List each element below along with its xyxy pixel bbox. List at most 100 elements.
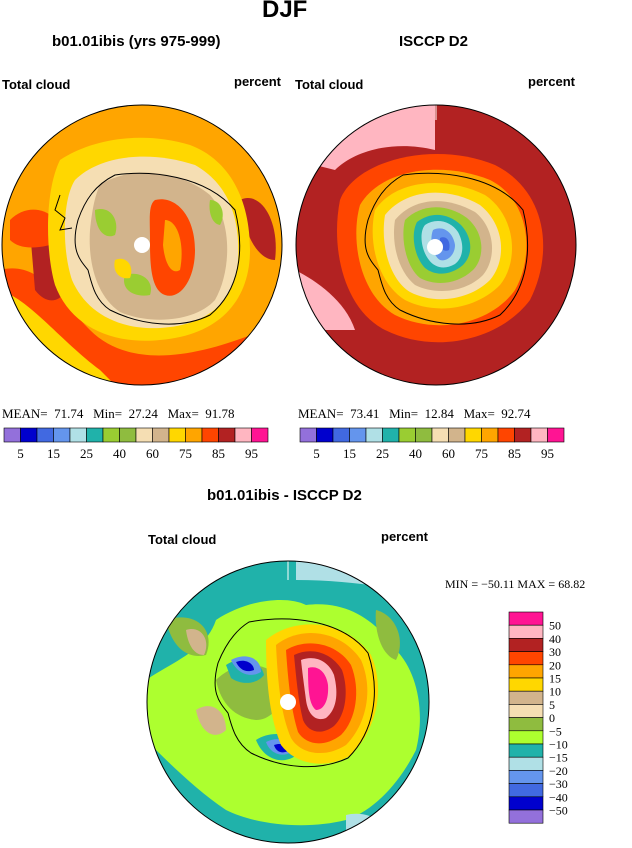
right-colorbar-swatch: [299, 427, 317, 443]
left-colorbar-tick-label: 5: [17, 446, 24, 461]
diff-colorbar-tick-label: −40: [549, 790, 568, 804]
right-max-label: Max=: [463, 406, 495, 421]
diff-colorbar-tick-label: −50: [549, 804, 568, 818]
left-colorbar-tick-label: 85: [212, 446, 225, 461]
diff-colorbar-swatch: [508, 651, 544, 666]
left-colorbar-tick-label: 95: [245, 446, 258, 461]
diff-colorbar-tick-label: 5: [549, 698, 555, 712]
left-colorbar-tick-label: 40: [113, 446, 126, 461]
diff-colorbar-tick-label: 40: [549, 632, 561, 646]
right-colorbar-swatch: [547, 427, 565, 443]
diff-colorbar-swatch: [508, 796, 544, 811]
left-colorbar-swatch: [119, 427, 137, 443]
diff-map-title: b01.01ibis - ISCCP D2: [207, 487, 362, 504]
left-max-label: Max=: [167, 406, 199, 421]
left-map-title: b01.01ibis (yrs 975-999): [52, 33, 221, 50]
left-min-label: Min=: [93, 406, 123, 421]
left-colorbar-swatch: [251, 427, 269, 443]
right-map-title: ISCCP D2: [399, 33, 468, 50]
left-colorbar-tick-label: 60: [146, 446, 159, 461]
diff-colorbar-swatch: [508, 611, 544, 626]
left-colorbar-swatch: [135, 427, 153, 443]
right-colorbar-swatch: [481, 427, 499, 443]
left-mean-label: MEAN=: [2, 406, 48, 421]
diff-colorbar-tick-label: −30: [549, 777, 568, 791]
right-colorbar: 5 15 25 40 60 75 85 95: [299, 427, 565, 461]
right-colorbar-swatch: [464, 427, 482, 443]
diff-colorbar-tick-label: −5: [549, 724, 562, 738]
left-colorbar-swatch: [168, 427, 186, 443]
diff-colorbar-tick-label: 30: [549, 645, 561, 659]
diff-colorbar-swatch: [508, 638, 544, 652]
left-colorbar-swatch: [20, 427, 38, 443]
right-colorbar-swatch: [332, 427, 350, 443]
diff-colorbar-swatch: [508, 730, 544, 745]
right-colorbar-swatch: [431, 427, 449, 443]
right-colorbar-tick-label: 60: [442, 446, 455, 461]
right-mean-label: MEAN=: [298, 406, 344, 421]
left-colorbar-swatch: [3, 427, 21, 443]
left-stats: MEAN= 71.74 Min= 27.24 Max= 91.78: [2, 406, 235, 422]
right-colorbar-tick-label: 85: [508, 446, 521, 461]
right-mean-value: 73.41: [350, 406, 380, 421]
right-colorbar-tick-label: 40: [409, 446, 422, 461]
left-colorbar-swatch: [234, 427, 252, 443]
left-colorbar-tick-label: 25: [80, 446, 93, 461]
right-colorbar-tick-label: 5: [313, 446, 320, 461]
diff-colorbar-tick-label: −10: [549, 738, 568, 752]
diff-colorbar-swatch: [508, 677, 544, 692]
right-colorbar-swatch: [448, 427, 466, 443]
right-colorbar-swatch: [365, 427, 383, 443]
left-polar-map: [1, 104, 283, 386]
left-colorbar-swatch: [152, 427, 170, 443]
right-variable-label: Total cloud: [295, 77, 364, 92]
diff-colorbar-swatch: [508, 704, 544, 718]
right-colorbar-tick-label: 15: [343, 446, 356, 461]
diff-units-label: percent: [381, 529, 428, 544]
left-units-label: percent: [234, 74, 281, 89]
diff-colorbar-swatch: [508, 624, 544, 639]
diff-colorbar-swatch: [508, 743, 544, 758]
diff-colorbar-tick-label: 50: [549, 619, 561, 633]
diff-colorbar-tick-label: 10: [549, 685, 561, 699]
left-variable-label: Total cloud: [2, 77, 71, 92]
right-min-label: Min=: [389, 406, 419, 421]
left-colorbar-swatch: [102, 427, 120, 443]
left-max-value: 91.78: [205, 406, 235, 421]
diff-colorbar-swatch: [508, 717, 544, 732]
left-colorbar-swatch: [53, 427, 71, 443]
right-units-label: percent: [528, 74, 575, 89]
left-colorbar-swatch: [185, 427, 203, 443]
diff-colorbar-tick-label: −20: [549, 764, 568, 778]
right-polar-map: [295, 104, 577, 386]
diff-colorbar-swatch: [508, 690, 544, 705]
season-title: DJF: [262, 0, 308, 23]
left-colorbar-swatch: [36, 427, 54, 443]
left-colorbar-swatch: [201, 427, 219, 443]
right-max-value: 92.74: [501, 406, 531, 421]
left-mean-value: 71.74: [54, 406, 84, 421]
right-colorbar-swatch: [349, 427, 367, 443]
right-colorbar-swatch: [398, 427, 416, 443]
diff-colorbar-swatch: [508, 783, 544, 798]
diff-colorbar-tick-label: 0: [549, 711, 555, 725]
left-colorbar-swatch: [86, 427, 104, 443]
right-colorbar-swatch: [415, 427, 433, 443]
diff-colorbar-swatch: [508, 809, 544, 824]
diff-colorbar-swatch: [508, 770, 544, 784]
right-colorbar-swatch: [382, 427, 400, 443]
diff-colorbar-tick-label: 20: [549, 658, 561, 672]
left-colorbar-swatch: [218, 427, 236, 443]
right-colorbar-swatch: [316, 427, 334, 443]
left-colorbar-tick-label: 15: [47, 446, 60, 461]
right-min-value: 12.84: [424, 406, 454, 421]
diff-colorbar-swatch: [508, 664, 544, 679]
diff-colorbar-tick-label: 15: [549, 672, 561, 686]
diff-colorbar-swatch: [508, 756, 544, 771]
right-colorbar-swatch: [530, 427, 548, 443]
right-colorbar-tick-label: 25: [376, 446, 389, 461]
right-colorbar-swatch: [514, 427, 532, 443]
left-colorbar: 5 15 25 40 60 75 85 95: [3, 427, 269, 461]
diff-polar-map: [146, 560, 430, 844]
